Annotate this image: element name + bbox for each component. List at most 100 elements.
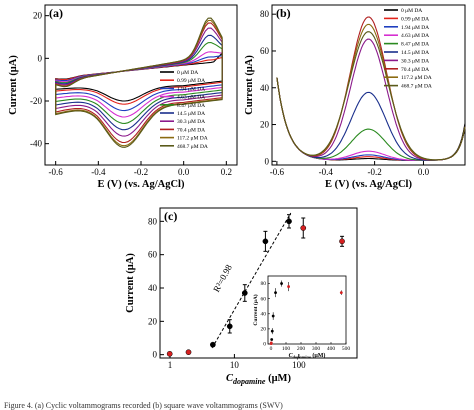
panel-a-label: (a): [49, 6, 63, 20]
panel-c-inset-y-tick-label: 0: [263, 342, 266, 348]
panel-a-x-tick-label: 0.2: [221, 167, 232, 177]
panel-c-y-tick-label: 40: [148, 283, 158, 293]
panel-b-x-tick-label: 0.0: [418, 167, 430, 177]
panel-b-legend-label: 8.47 μM DA: [401, 42, 429, 48]
panel-c-inset-x-tick-label: 200: [297, 346, 306, 352]
panel-b-y-axis-label: Current (μA): [244, 55, 255, 115]
figure-caption: Figure 4. (a) Cyclic voltammograms recor…: [4, 401, 283, 410]
panel-c-label: (c): [164, 209, 177, 223]
panel-b-series-line: [276, 77, 466, 161]
panel-c-x-axis-label: Cdopamine (μM): [226, 373, 291, 386]
panel-b-legend-label: 117.2 μM DA: [401, 75, 432, 81]
panel-c-data-point: [166, 350, 173, 357]
panel-a-legend-label: 1.94 μM DA: [177, 86, 205, 92]
panel-c-y-tick-label: 80: [148, 216, 158, 226]
panel-b-series-line: [276, 77, 466, 161]
panel-c-inset-x-tick-label: 100: [282, 346, 291, 352]
panel-c-data-point: [241, 290, 248, 296]
panel-c-inset-data-point: [274, 291, 277, 295]
panel-c-inset-frame: [267, 275, 347, 345]
panel-b-y-tick-label: 40: [260, 83, 270, 93]
panel-c-inset-x-tick-label: 300: [312, 346, 321, 352]
panel-c-inset-y-tick-label: 80: [261, 281, 267, 287]
panel-b-plot-frame: [271, 4, 466, 166]
panel-b-series-line: [276, 77, 466, 161]
panel-c-inset-data-point: [280, 282, 283, 285]
panel-a-legend-label: 8.47 μM DA: [177, 103, 205, 109]
panel-a-x-tick-label: 0.0: [178, 167, 190, 177]
panel-b-series-line: [276, 38, 466, 161]
panel-c-inset-data-point: [270, 338, 274, 341]
panel-b-legend-label: 0 μM DA: [401, 8, 422, 14]
panel-b-legend-label: 468.7 μM DA: [401, 84, 432, 90]
panel-c-fit-line: [211, 212, 292, 349]
panel-b-label: (b): [276, 6, 291, 20]
panel-c-inset-data-point: [270, 329, 274, 333]
panel-b-series-line: [276, 31, 466, 161]
panel-a-x-tick-label: -0.4: [91, 167, 106, 177]
panel-b-legend-label: 1.94 μM DA: [401, 25, 429, 31]
panel-b-chart: -0.6 -0.4 -0.2 0.0 0 20 40 60 80 E (V) (vs. Ag/Ag…: [244, 4, 466, 190]
panel-c-data-point: [185, 349, 192, 356]
panel-c-inset-data-point: [287, 285, 290, 288]
panel-a-chart: -0.6 -0.4 -0.2 0.0 0.2 -40 -20 0 20 E (V) (vs. Ag…: [8, 4, 238, 190]
panel-a-y-tick-label: 20: [33, 11, 43, 21]
panel-c-inset-x-tick-label: 0: [270, 346, 273, 352]
panel-b-legend-label: 4.63 μM DA: [401, 33, 429, 39]
panel-c-plot-frame: [159, 207, 358, 359]
panel-a-legend-label: 0 μM DA: [177, 70, 198, 76]
panel-b-y-tick-label: 20: [260, 120, 270, 130]
panel-c-inset-y-tick-label: 20: [261, 326, 267, 332]
panel-c-r2-annotation: R²=0.98: [211, 262, 234, 293]
panel-a-series-line: [55, 17, 223, 148]
panel-c-inset-x-tick-label: 500: [342, 346, 351, 352]
panel-c-inset-data-point: [269, 341, 273, 345]
panel-c-inset-y-tick-label: 60: [261, 296, 267, 302]
panel-b-series-line: [276, 77, 466, 161]
panel-b-legend-label: 70.4 μM DA: [401, 67, 429, 73]
panel-c-data-point: [286, 218, 292, 225]
panel-c-inset-y-tick-label: 40: [261, 311, 267, 317]
panel-b-legend-label: 0.99 μM DA: [401, 16, 429, 22]
panel-b-x-tick-label: -0.2: [367, 167, 381, 177]
panel-c-x-tick-label: 10: [230, 360, 240, 370]
panel-a-legend-label: 468.7 μM DA: [177, 144, 208, 150]
panel-a-y-tick-label: 0: [38, 53, 43, 63]
panel-c-data-point: [226, 323, 233, 330]
panel-b-y-tick-label: 0: [265, 156, 270, 166]
panel-a-legend-label: 30.3 μM DA: [177, 119, 205, 125]
panel-a-legend-label: 14.5 μM DA: [177, 111, 205, 117]
panel-c-inset-data-point: [271, 314, 275, 318]
panel-b-legend-label: 14.5 μM DA: [401, 50, 429, 56]
panel-c-data-point: [210, 341, 216, 348]
panel-c-data-point: [339, 238, 345, 245]
panel-a-y-tick-label: -40: [30, 139, 42, 149]
panel-b-series-line: [276, 77, 466, 161]
panel-a-plot-frame: [44, 4, 238, 166]
panel-c-x-tick-label: 100: [292, 360, 306, 370]
panel-b-series-line: [276, 23, 466, 161]
panel-c-y-axis-label: Current (μA): [125, 253, 136, 313]
panel-b-legend-label: 30.3 μM DA: [401, 58, 429, 64]
panel-a-x-axis-label: E (V) (vs. Ag/AgCl): [98, 179, 185, 190]
panel-a-legend-label: 117.2 μM DA: [177, 136, 208, 142]
panel-b-x-tick-label: -0.4: [319, 167, 334, 177]
panel-a-x-tick-label: -0.6: [49, 167, 64, 177]
panel-c-y-tick-label: 0: [153, 350, 158, 360]
panel-a-y-tick-label: -20: [30, 96, 42, 106]
panel-a-x-tick-label: -0.2: [134, 167, 148, 177]
panel-c-inset-x-axis-label: Cdopamine (μM): [289, 352, 326, 360]
panel-a-legend-label: 4.63 μM DA: [177, 95, 205, 101]
panel-a-y-axis-label: Current (μA): [8, 55, 19, 115]
panel-b-x-axis-label: E (V) (vs. Ag/AgCl): [325, 179, 412, 190]
panel-b-y-tick-label: 80: [260, 9, 270, 19]
panel-b-series-line: [276, 16, 466, 161]
panel-a-legend-label: 0.99 μM DA: [177, 78, 205, 84]
panel-c-inset-y-axis-label: Current (μA): [252, 294, 259, 325]
panel-c-data-point: [262, 238, 269, 245]
panel-b-y-tick-label: 60: [260, 46, 270, 56]
panel-c-x-tick-label: 1: [168, 360, 173, 370]
panel-c-chart: 1 10 100 0 20 40 60 80 Cdopamine (μM) Current (μA…: [125, 207, 358, 386]
panel-c-data-point: [300, 225, 307, 231]
